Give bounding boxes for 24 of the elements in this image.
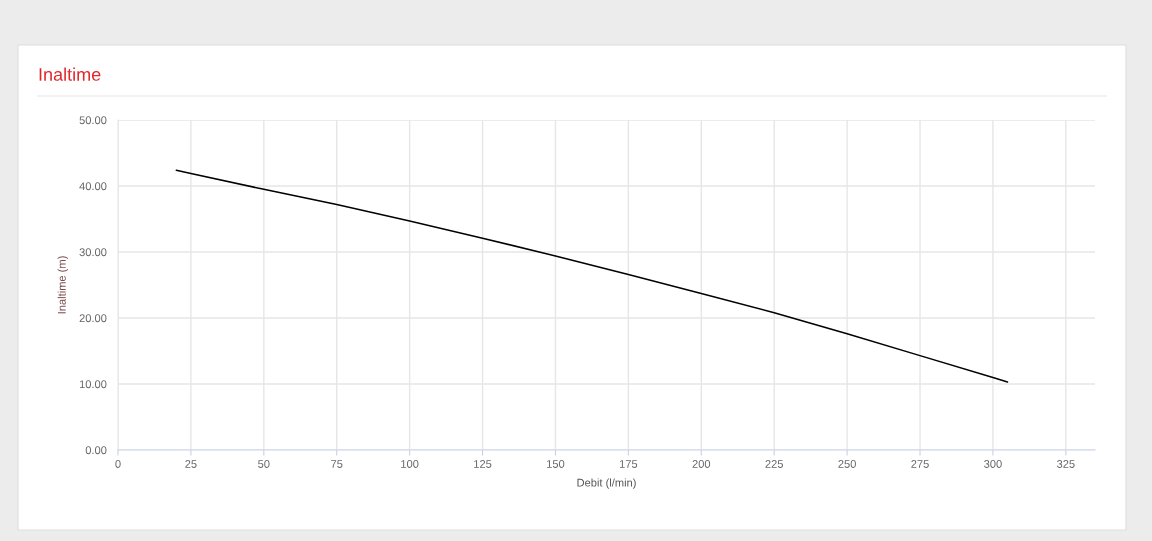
line-series xyxy=(175,169,1009,383)
x-tick-label: 100 xyxy=(401,460,419,468)
y-tick-label: 10.00 xyxy=(79,380,107,389)
y-axis-title: Inaltime (m) xyxy=(57,256,68,314)
x-tick-label: 75 xyxy=(331,460,343,468)
x-tick-label: 25 xyxy=(185,460,197,468)
x-axis-title: Debit (l/min) xyxy=(577,478,636,489)
x-tick-label: 0 xyxy=(115,460,121,468)
x-tick-label: 325 xyxy=(1056,460,1075,468)
x-tick-label: 175 xyxy=(619,460,638,468)
y-tick-label: 30.00 xyxy=(79,248,107,257)
x-tick-label: 150 xyxy=(547,460,565,468)
y-tick-label: 40.00 xyxy=(79,182,107,191)
x-tick-label: 300 xyxy=(984,460,1002,468)
x-tick-label: 125 xyxy=(474,460,492,468)
x-tick-label: 225 xyxy=(765,460,783,468)
x-tick-label: 250 xyxy=(838,460,856,468)
x-tick-label: 200 xyxy=(692,460,711,468)
y-tick-label: 0.00 xyxy=(85,446,107,455)
x-tick-label: 275 xyxy=(911,460,929,468)
x-tick-label: 50 xyxy=(258,460,270,468)
y-tick-label: 20.00 xyxy=(79,314,107,323)
chart-title: Inaltime xyxy=(39,67,101,81)
y-tick-label: 50.00 xyxy=(79,116,107,125)
